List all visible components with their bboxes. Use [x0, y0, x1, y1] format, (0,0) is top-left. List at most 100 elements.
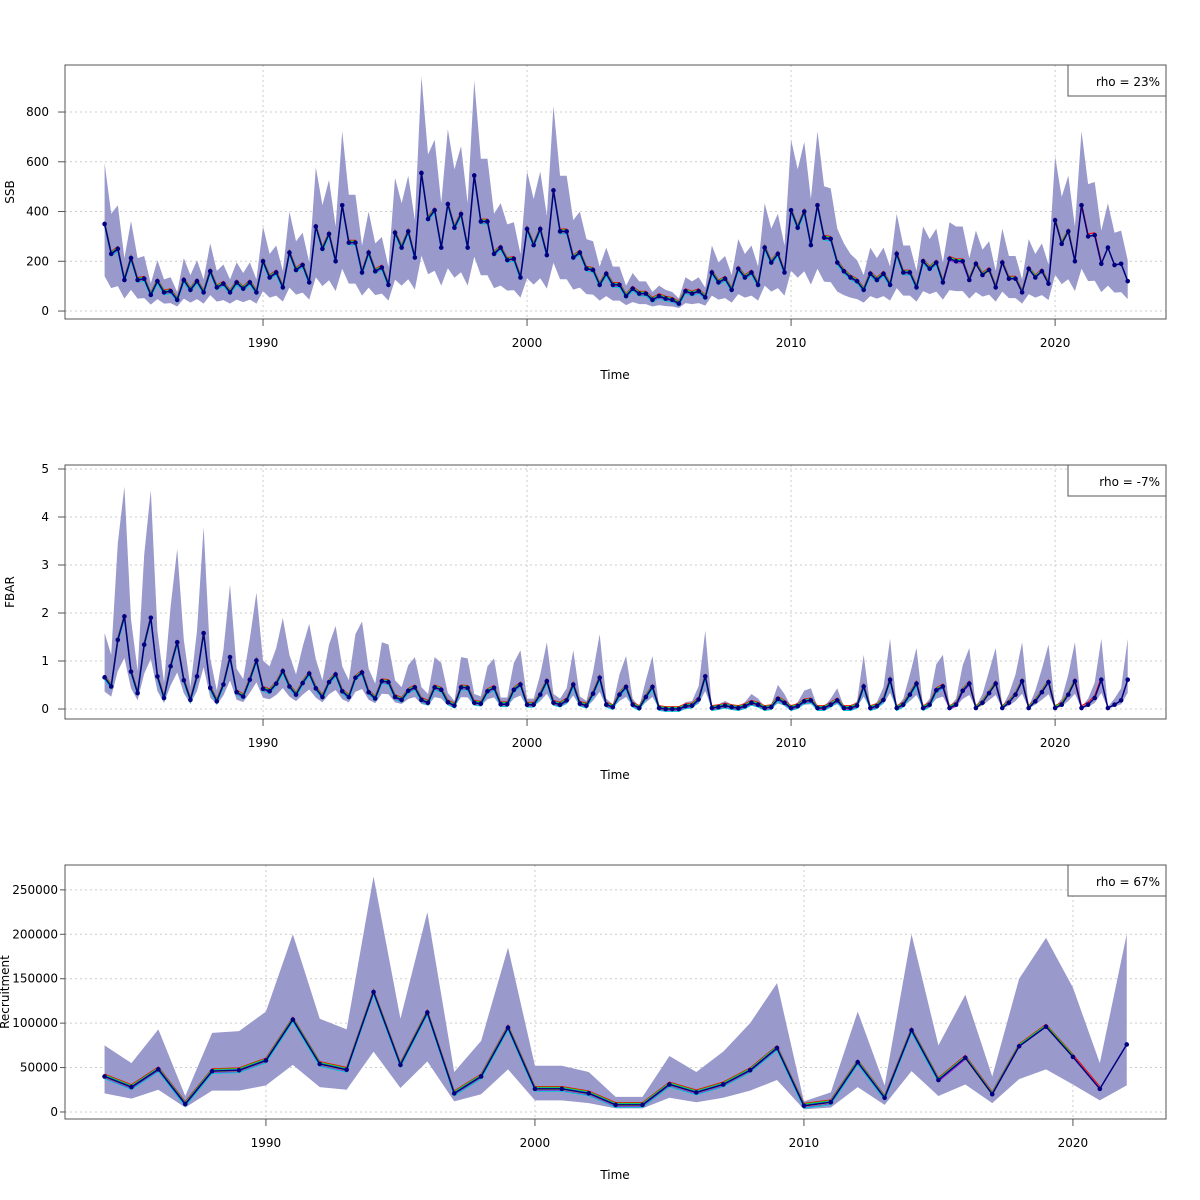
data-point: [234, 280, 239, 285]
data-point: [920, 705, 926, 711]
x-axis-label: Time: [599, 768, 629, 782]
data-point: [379, 265, 385, 270]
data-point: [559, 1086, 565, 1092]
legend-text: rho = 23%: [1096, 75, 1160, 89]
data-point: [1006, 276, 1012, 281]
data-point: [1039, 268, 1045, 274]
data-point: [445, 201, 451, 207]
data-point: [1092, 232, 1098, 238]
data-point: [290, 1017, 296, 1022]
data-point: [156, 1067, 161, 1072]
data-point: [747, 1067, 753, 1073]
data-point: [188, 287, 193, 293]
data-point: [894, 705, 899, 711]
data-point: [544, 252, 550, 258]
legend-text: rho = 67%: [1096, 875, 1160, 889]
data-point: [122, 277, 127, 283]
y-axis-label: Recruitment: [0, 955, 12, 1029]
y-tick-label: 800: [26, 105, 49, 119]
data-point: [861, 287, 866, 293]
data-point: [518, 682, 523, 687]
data-point: [603, 271, 609, 277]
data-point: [386, 282, 391, 288]
data-point: [267, 275, 272, 280]
data-point: [735, 266, 741, 272]
data-point: [128, 669, 134, 674]
data-point: [557, 229, 563, 234]
data-point: [1033, 699, 1038, 704]
data-point: [768, 704, 774, 710]
data-point: [815, 705, 820, 711]
data-point: [1124, 1042, 1130, 1047]
data-point: [491, 251, 497, 257]
data-point: [405, 688, 411, 694]
data-point: [762, 245, 767, 250]
data-point: [683, 288, 688, 294]
data-point: [280, 285, 286, 290]
data-point: [676, 706, 682, 712]
data-point: [313, 224, 319, 229]
data-point: [986, 267, 992, 273]
data-point: [960, 258, 965, 264]
data-point: [306, 280, 312, 285]
data-point: [254, 658, 259, 663]
data-point: [135, 690, 140, 696]
data-point: [577, 701, 583, 707]
y-tick-label: 200: [26, 254, 49, 268]
data-point: [986, 690, 992, 696]
data-point: [953, 258, 959, 264]
data-point: [247, 280, 253, 285]
data-point: [663, 706, 668, 712]
data-point: [855, 1059, 861, 1065]
data-point: [1079, 203, 1084, 208]
legend-box: [1067, 864, 1167, 897]
y-tick-label: 150000: [12, 972, 58, 986]
data-point: [353, 240, 358, 245]
x-tick-label: 1990: [248, 736, 279, 750]
data-point: [267, 688, 272, 694]
data-point: [141, 276, 147, 281]
data-point: [1059, 702, 1065, 707]
data-point: [749, 270, 754, 275]
data-point: [613, 1102, 618, 1108]
data-point: [471, 173, 477, 178]
data-point: [478, 701, 484, 707]
data-point: [650, 684, 655, 690]
data-point: [907, 692, 913, 697]
data-point: [1016, 1043, 1022, 1049]
data-point: [610, 282, 616, 288]
data-point: [564, 698, 569, 703]
data-point: [584, 266, 589, 272]
data-point: [617, 692, 622, 697]
legend-box: [1067, 64, 1167, 97]
data-point: [914, 285, 919, 290]
data-point: [359, 270, 365, 275]
data-point: [221, 281, 226, 286]
data-point: [749, 700, 754, 706]
data-point: [788, 705, 794, 711]
data-point: [201, 290, 206, 295]
data-point: [511, 256, 517, 262]
data-point: [821, 235, 827, 240]
data-point: [236, 1067, 242, 1073]
x-tick-label: 1990: [248, 336, 279, 350]
data-point: [623, 684, 629, 690]
data-point: [881, 697, 886, 703]
data-point: [1000, 260, 1005, 265]
data-point: [557, 702, 563, 707]
data-point: [854, 278, 860, 284]
data-point: [815, 203, 820, 208]
y-axis-label: SSB: [3, 180, 17, 203]
data-point: [287, 684, 292, 689]
data-point: [1125, 677, 1131, 683]
data-point: [1000, 705, 1005, 711]
data-point: [207, 685, 213, 691]
data-point: [419, 697, 424, 703]
x-tick-label: 2010: [776, 336, 807, 350]
legend-text: rho = -7%: [1099, 475, 1160, 489]
y-tick-label: 3: [41, 558, 49, 572]
data-point: [669, 297, 675, 303]
data-point: [240, 286, 246, 291]
data-point: [531, 702, 536, 707]
x-tick-label: 2020: [1058, 1136, 1089, 1150]
